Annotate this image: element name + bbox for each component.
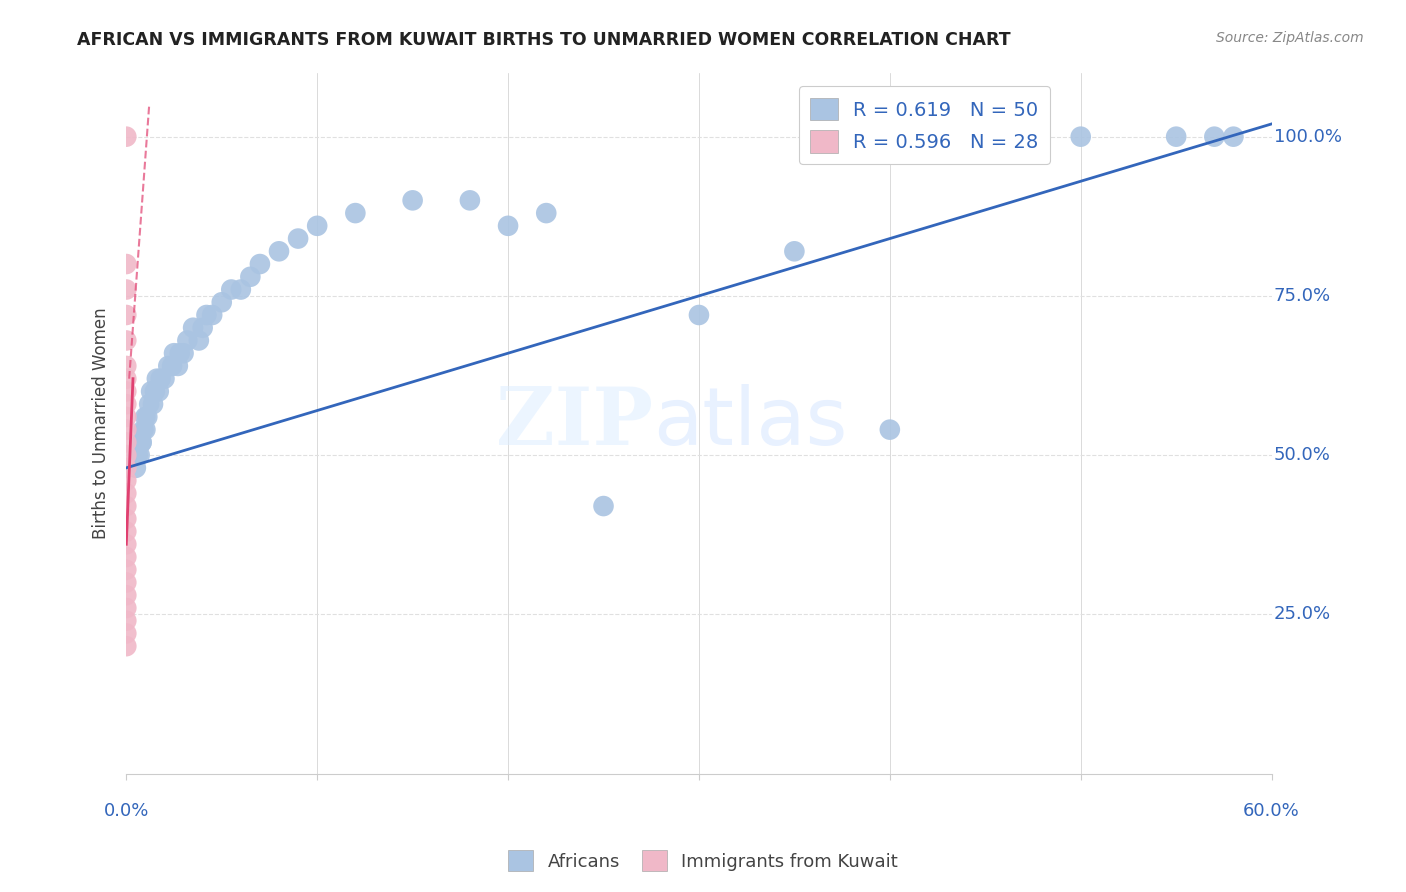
Point [307,219,329,233]
Point [115,537,138,551]
Point [1222,129,1244,144]
Point [344,206,367,220]
Point [115,474,138,488]
Point [249,257,271,271]
Point [287,231,309,245]
Point [142,397,165,411]
Point [221,283,243,297]
Point [115,448,138,462]
Point [128,448,150,462]
Point [148,384,170,399]
Point [115,334,138,348]
Point [166,359,188,373]
Point [458,194,481,208]
Point [187,334,209,348]
Point [115,614,138,628]
Point [115,129,138,144]
Point [127,448,149,462]
Point [131,435,153,450]
Point [1166,129,1188,144]
Point [169,346,191,360]
Text: 0.0%: 0.0% [104,802,149,820]
Point [195,308,218,322]
Text: 25.0%: 25.0% [1274,606,1331,624]
Point [115,460,138,475]
Point [115,639,138,653]
Point [132,423,155,437]
Point [131,435,153,450]
Point [115,601,138,615]
Point [115,499,138,513]
Point [115,409,138,424]
Point [138,397,160,411]
Point [125,460,148,475]
Point [115,575,138,590]
Point [163,346,186,360]
Point [267,244,290,259]
Point [149,372,172,386]
Point [115,435,138,450]
Legend: R = 0.619   N = 50, R = 0.596   N = 28: R = 0.619 N = 50, R = 0.596 N = 28 [799,87,1050,164]
Point [115,524,138,539]
Point [176,334,198,348]
Point [115,512,138,526]
Point [879,423,901,437]
Point [115,423,138,437]
Point [115,563,138,577]
Point [115,626,138,640]
Text: Source: ZipAtlas.com: Source: ZipAtlas.com [1216,31,1364,45]
Text: AFRICAN VS IMMIGRANTS FROM KUWAIT BIRTHS TO UNMARRIED WOMEN CORRELATION CHART: AFRICAN VS IMMIGRANTS FROM KUWAIT BIRTHS… [77,31,1011,49]
Point [160,359,183,373]
Text: 75.0%: 75.0% [1274,287,1331,305]
Point [153,372,176,386]
Point [1070,129,1092,144]
Point [134,423,156,437]
Point [136,409,159,424]
Point [783,244,806,259]
Point [115,397,138,411]
Point [688,308,710,322]
Point [1204,129,1226,144]
Point [115,283,138,297]
Point [134,409,156,424]
Point [157,359,180,373]
Text: ZIP: ZIP [496,384,654,462]
Point [536,206,558,220]
Point [143,384,166,399]
Point [201,308,224,322]
Point [592,499,614,513]
Point [115,549,138,564]
Point [173,346,195,360]
Point [115,486,138,500]
Text: 60.0%: 60.0% [1243,802,1301,820]
Point [191,320,214,334]
Point [115,372,138,386]
Point [211,295,233,310]
Point [229,283,252,297]
Point [115,257,138,271]
Point [115,588,138,602]
Text: 50.0%: 50.0% [1274,446,1330,464]
Point [115,359,138,373]
Point [115,308,138,322]
Point [139,384,162,399]
Point [115,384,138,399]
Point [146,372,169,386]
Point [401,194,423,208]
Text: atlas: atlas [654,384,848,462]
Point [496,219,519,233]
Legend: Africans, Immigrants from Kuwait: Africans, Immigrants from Kuwait [501,843,905,879]
Y-axis label: Births to Unmarried Women: Births to Unmarried Women [93,308,110,539]
Point [181,320,204,334]
Text: 100.0%: 100.0% [1274,128,1341,145]
Point [239,269,262,284]
